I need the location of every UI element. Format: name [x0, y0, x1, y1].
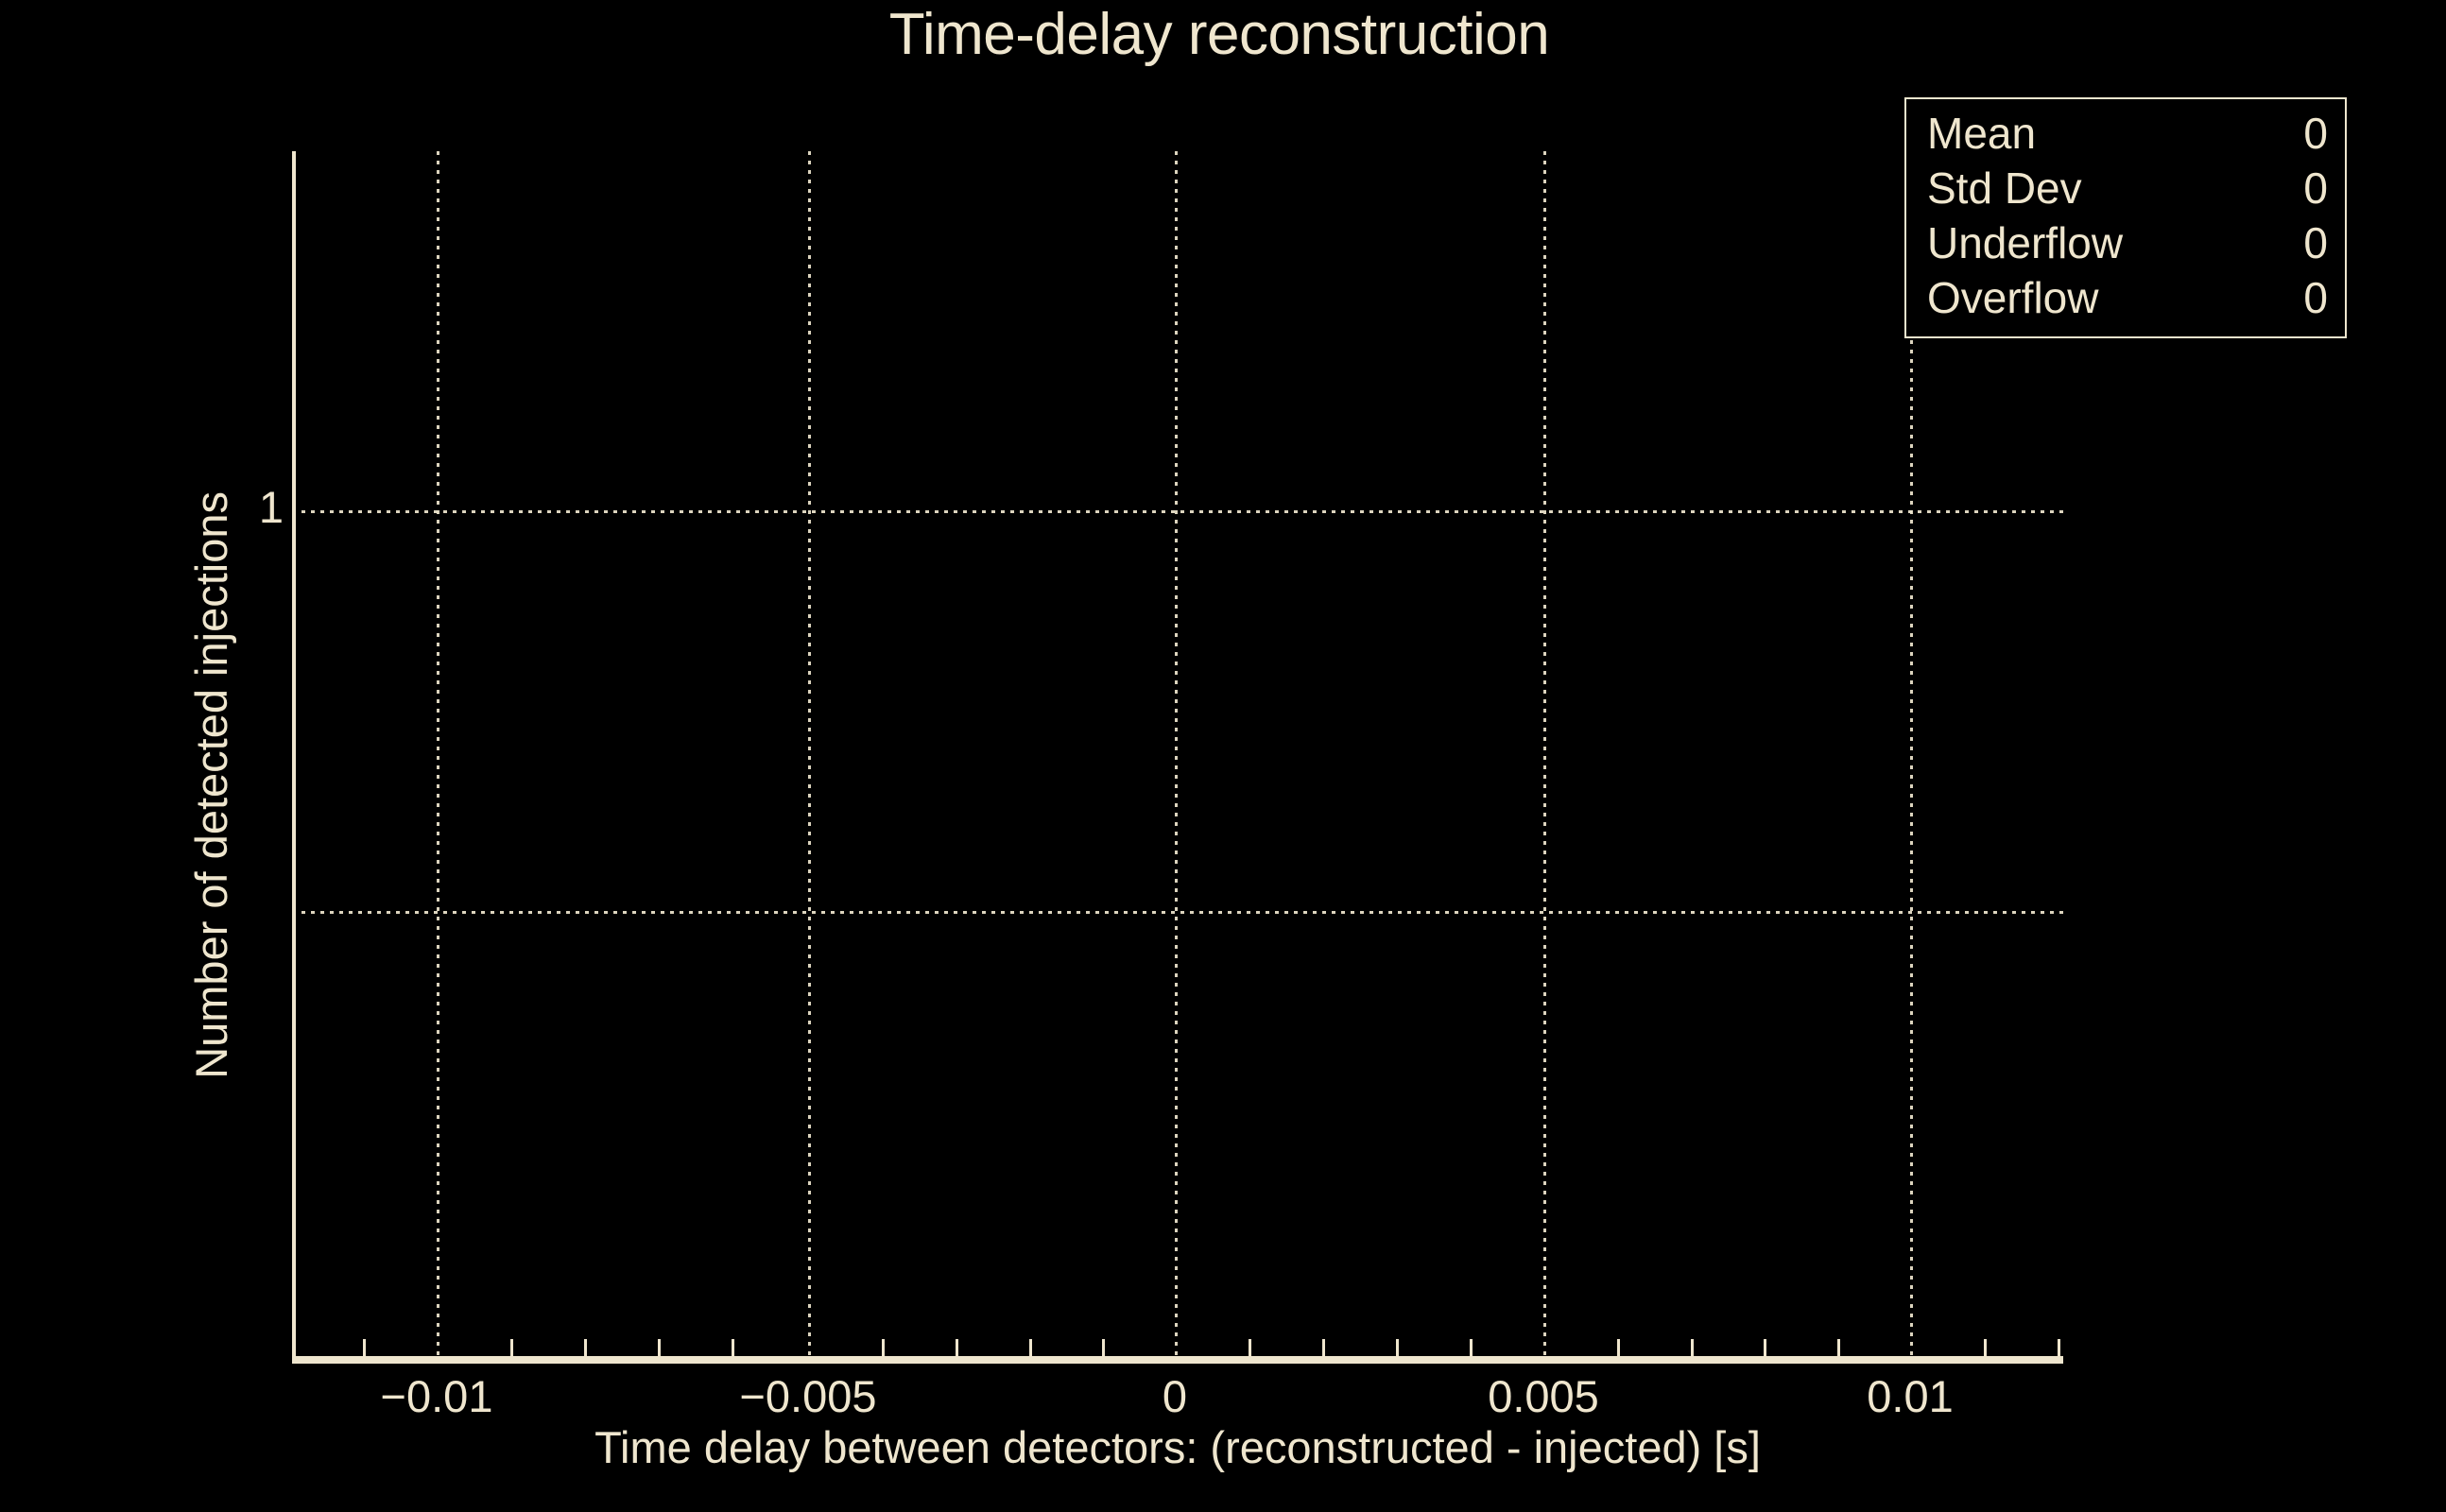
x-minor-tick — [1764, 1339, 1766, 1357]
gridline-vertical — [437, 151, 439, 1358]
stats-row: Mean 0 — [1906, 106, 2345, 161]
x-minor-tick — [732, 1339, 734, 1357]
gridline-vertical — [1910, 151, 1913, 1358]
gridline-vertical — [1175, 151, 1178, 1358]
x-minor-tick — [2058, 1339, 2060, 1357]
x-axis-line — [292, 1356, 2063, 1364]
x-minor-tick — [1984, 1339, 1987, 1357]
x-minor-tick — [1249, 1339, 1251, 1357]
x-axis-title: Time delay between detectors: (reconstru… — [594, 1422, 1761, 1472]
gridline-horizontal — [292, 510, 2063, 513]
x-minor-tick — [1029, 1339, 1032, 1357]
stats-label: Underflow — [1927, 218, 2124, 267]
stats-label: Mean — [1927, 109, 2037, 158]
x-tick-label: 0.005 — [1488, 1371, 1599, 1421]
stats-value: 0 — [2303, 273, 2328, 322]
page-title: Time-delay reconstruction — [888, 2, 1550, 67]
x-minor-tick — [1322, 1339, 1325, 1357]
x-minor-tick — [510, 1339, 513, 1357]
stats-label: Std Dev — [1927, 163, 2082, 213]
stats-row: Overflow 0 — [1906, 270, 2345, 325]
y-tick-label: 1 — [258, 482, 284, 532]
x-minor-tick — [658, 1339, 661, 1357]
x-minor-tick — [1617, 1339, 1620, 1357]
x-tick-label: 0.01 — [1867, 1371, 1954, 1421]
y-axis-title: Number of detected injections — [186, 491, 236, 1079]
x-minor-tick — [584, 1339, 587, 1357]
stats-value: 0 — [2303, 109, 2328, 158]
stats-value: 0 — [2303, 163, 2328, 213]
x-minor-tick — [1837, 1339, 1840, 1357]
gridline-vertical — [808, 151, 811, 1358]
x-tick-label: −0.005 — [739, 1371, 877, 1421]
x-minor-tick — [363, 1339, 366, 1357]
x-minor-tick — [1102, 1339, 1105, 1357]
x-minor-tick — [956, 1339, 958, 1357]
y-axis-line — [292, 151, 296, 1358]
x-minor-tick — [1396, 1339, 1399, 1357]
stats-row: Std Dev 0 — [1906, 161, 2345, 215]
stats-label: Overflow — [1927, 273, 2099, 322]
gridline-horizontal — [292, 911, 2063, 914]
stats-value: 0 — [2303, 218, 2328, 267]
stats-box[interactable]: Mean 0 Std Dev 0 Underflow 0 Overflow 0 — [1904, 97, 2347, 338]
x-tick-label: 0 — [1162, 1371, 1188, 1421]
stats-row: Underflow 0 — [1906, 215, 2345, 270]
x-minor-tick — [882, 1339, 885, 1357]
x-minor-tick — [1470, 1339, 1473, 1357]
x-minor-tick — [1691, 1339, 1694, 1357]
x-tick-label: −0.01 — [380, 1371, 493, 1421]
gridline-vertical — [1543, 151, 1546, 1358]
